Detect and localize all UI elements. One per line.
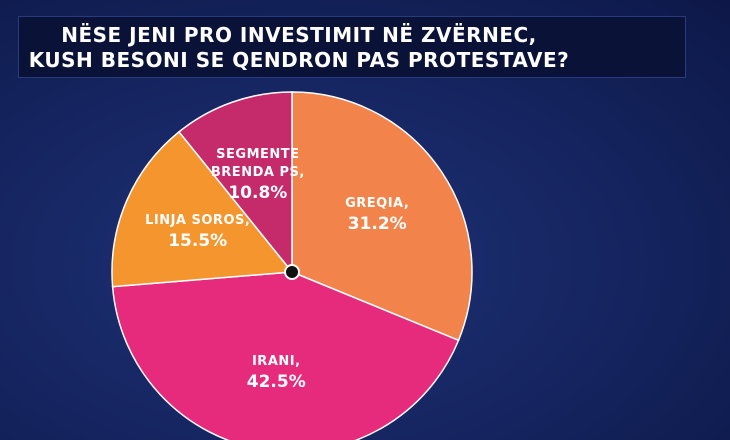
slice-category: GREQIA, [345, 195, 410, 211]
pie-slice [291, 91, 473, 342]
title-line: NËSE JENI PRO INVESTIMIT NË ZVËRNEC, [61, 23, 537, 47]
slice-label: GREQIA, 31.2% [317, 195, 437, 235]
slice-category: LINJA SOROS, [145, 212, 251, 228]
pie-slice [111, 271, 460, 440]
pie-slice [111, 130, 294, 288]
slice-value: 10.8% [228, 183, 288, 204]
slice-category: SEGMENTE BRENDA PS, [210, 147, 305, 181]
title-line: KUSH BESONI SE QENDRON PAS PROTESTAVE? [28, 48, 570, 72]
pie-slice [177, 91, 293, 275]
slice-value: 42.5% [246, 372, 306, 393]
slice-label: LINJA SOROS, 15.5% [138, 212, 258, 252]
slice-label: IRANI, 42.5% [216, 353, 336, 393]
pie-center [284, 264, 300, 280]
slice-category: IRANI, [251, 354, 301, 370]
title-bar: NËSE JENI PRO INVESTIMIT NË ZVËRNEC, KUS… [18, 16, 686, 78]
slice-label: SEGMENTE BRENDA PS, 10.8% [198, 146, 318, 204]
slice-value: 31.2% [347, 213, 407, 234]
slice-value: 15.5% [168, 230, 228, 251]
